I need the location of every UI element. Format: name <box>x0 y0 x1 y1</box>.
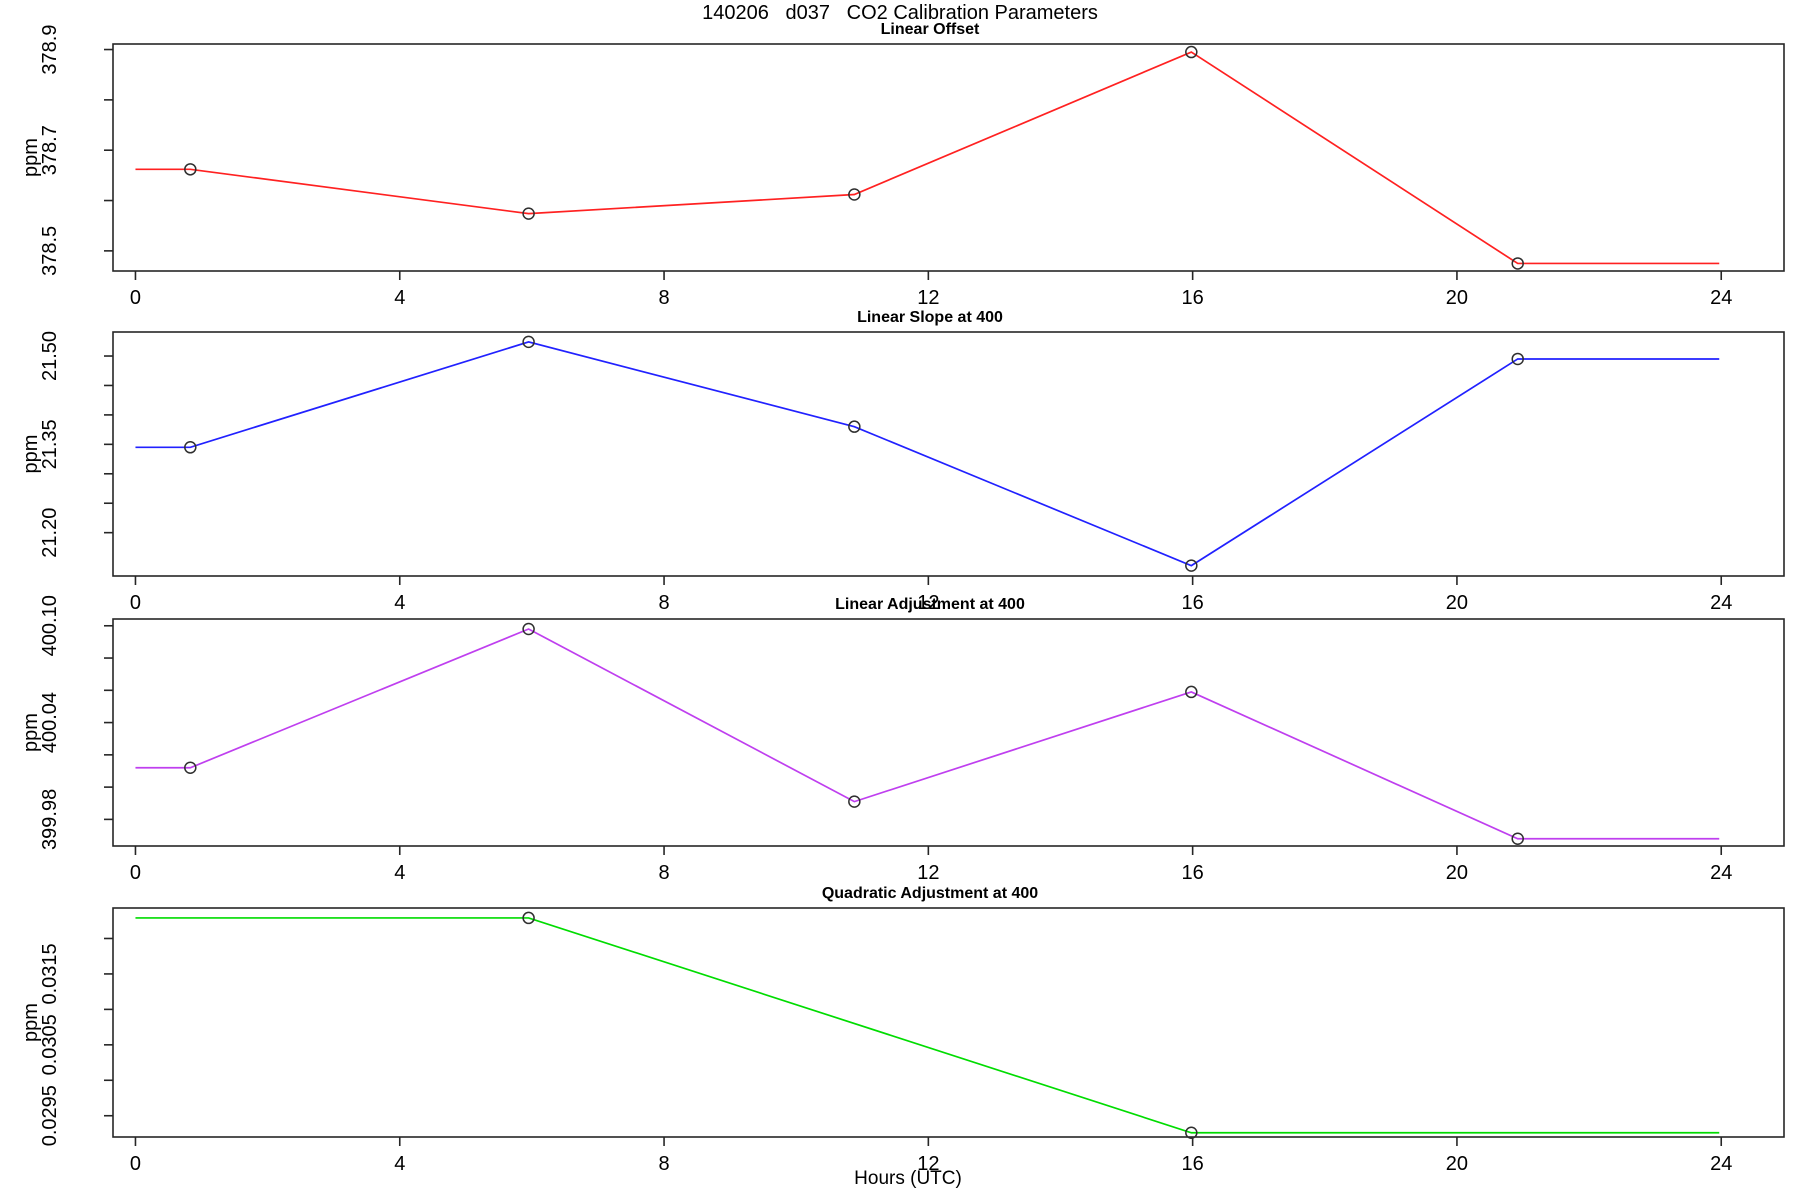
x-tick-label: 24 <box>1710 862 1732 884</box>
panel-title-linear-offset: Linear Offset <box>880 21 980 38</box>
y-tick-label: 21.50 <box>39 331 61 381</box>
data-point-marker <box>184 163 197 176</box>
y-tick-label: 0.0305 <box>39 1014 61 1075</box>
data-point-marker <box>1511 832 1524 845</box>
y-axis-label: ppm <box>20 435 42 474</box>
x-tick-label: 0 <box>130 1153 141 1175</box>
x-tick-label: 16 <box>1182 1153 1204 1175</box>
x-tick-label: 24 <box>1710 1153 1732 1175</box>
data-point-marker <box>1185 559 1198 572</box>
x-tick-label: 20 <box>1446 862 1468 884</box>
x-tick-label: 12 <box>917 1153 939 1175</box>
data-point-marker <box>848 188 861 201</box>
x-tick-label: 24 <box>1710 592 1732 614</box>
x-tick-label: 20 <box>1446 287 1468 309</box>
x-tick-label: 12 <box>917 592 939 614</box>
data-point-marker <box>184 441 197 454</box>
plot-box <box>112 331 1785 577</box>
plot-box <box>112 43 1785 272</box>
data-point-marker <box>1511 257 1524 270</box>
data-point-marker <box>1185 1126 1198 1139</box>
x-tick-label: 0 <box>130 862 141 884</box>
data-point-marker <box>1185 685 1198 699</box>
x-tick-label: 12 <box>917 862 939 884</box>
panel-title-quadratic-adjustment: Quadratic Adjustment at 400 <box>821 885 1039 902</box>
data-point-marker <box>1511 352 1524 366</box>
x-tick-label: 24 <box>1710 287 1732 309</box>
data-line <box>135 628 1720 840</box>
data-point-marker <box>522 622 535 636</box>
x-tick-label: 20 <box>1446 592 1468 614</box>
data-line <box>135 917 1720 1134</box>
panel-title-linear-adjustment: Linear Adjustment at 400 <box>835 596 1025 613</box>
y-tick-label: 400.10 <box>39 595 61 656</box>
plot-box <box>112 907 1785 1138</box>
data-point-marker <box>184 761 197 775</box>
y-axis-label: ppm <box>20 1003 42 1042</box>
x-tick-label: 16 <box>1182 862 1204 884</box>
x-tick-label: 8 <box>658 287 669 309</box>
x-tick-label: 0 <box>130 592 141 614</box>
x-tick-label: 12 <box>917 287 939 309</box>
y-axis-label: ppm <box>20 138 42 177</box>
x-tick-label: 0 <box>130 287 141 309</box>
x-tick-label: 8 <box>658 1153 669 1175</box>
x-tick-label: 16 <box>1182 592 1204 614</box>
x-tick-label: 8 <box>658 862 669 884</box>
panel-title-linear-slope: Linear Slope at 400 <box>857 309 1003 326</box>
data-point-marker <box>522 911 535 925</box>
y-tick-label: 0.0315 <box>39 943 61 1004</box>
y-axis-label: ppm <box>20 713 42 752</box>
x-tick-label: 4 <box>394 287 405 309</box>
y-tick-label: 0.0295 <box>39 1085 61 1146</box>
y-tick-label: 399.98 <box>39 789 61 850</box>
y-tick-label: 21.20 <box>39 508 61 558</box>
data-line <box>135 51 1720 265</box>
y-tick-label: 378.9 <box>39 25 61 75</box>
data-line <box>135 341 1720 567</box>
data-point-marker <box>848 420 861 433</box>
x-tick-label: 20 <box>1446 1153 1468 1175</box>
data-point-marker <box>522 335 535 349</box>
plot-box <box>112 618 1785 847</box>
x-tick-label: 4 <box>394 862 405 884</box>
x-tick-label: 16 <box>1182 287 1204 309</box>
y-tick-label: 21.35 <box>39 419 61 469</box>
data-point-marker <box>848 795 861 808</box>
y-tick-label: 378.7 <box>39 125 61 175</box>
y-tick-label: 378.5 <box>39 226 61 276</box>
data-point-marker <box>1185 45 1198 59</box>
figure-title: 140206 d037 CO2 Calibration Parameters <box>702 2 1098 24</box>
y-tick-label: 400.04 <box>39 692 61 753</box>
x-tick-label: 4 <box>394 1153 405 1175</box>
data-point-marker <box>522 207 535 220</box>
x-tick-label: 8 <box>658 592 669 614</box>
x-axis-title: Hours (UTC) <box>854 1168 962 1189</box>
x-tick-label: 4 <box>394 592 405 614</box>
